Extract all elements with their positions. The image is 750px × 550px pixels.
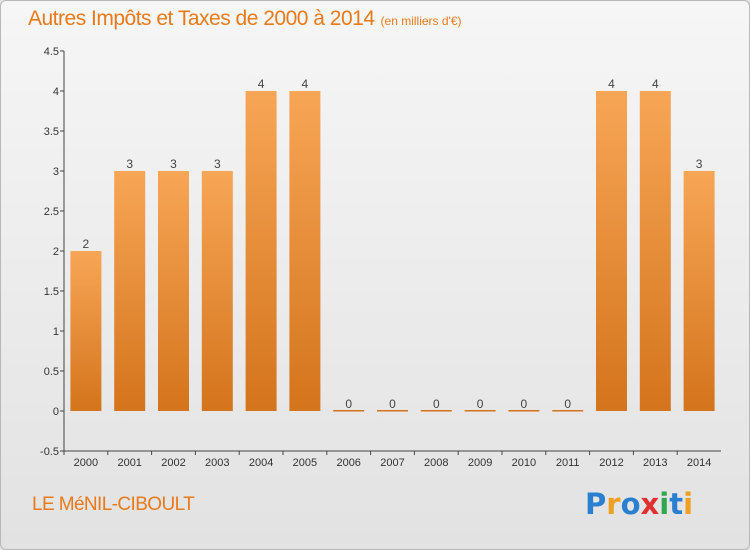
bar-value-label: 0: [477, 397, 484, 411]
bar: [552, 410, 584, 412]
bar-value-label: 4: [302, 77, 309, 91]
x-tick-label: 2001: [117, 457, 141, 469]
bar: [596, 91, 627, 411]
x-tick-label: 2014: [687, 457, 711, 469]
y-tick-label: 3.5: [44, 126, 59, 138]
y-tick-label: 4: [53, 86, 59, 98]
brand-letter: o: [620, 487, 641, 521]
bar-value-label: 3: [214, 157, 221, 171]
bar: [377, 410, 408, 412]
bar-value-label: 0: [389, 397, 396, 411]
bar-value-label: 3: [170, 157, 177, 171]
bar-value-label: 4: [652, 77, 659, 91]
bar: [683, 171, 715, 411]
y-tick-label: 3: [53, 166, 59, 178]
brand-letter: P: [585, 487, 607, 521]
bar-value-label: 0: [433, 397, 440, 411]
bar-value-label: 0: [345, 397, 352, 411]
bar-value-label: 0: [521, 397, 528, 411]
x-tick-label: 2005: [293, 457, 317, 469]
bar-value-label: 3: [696, 157, 703, 171]
bar-value-label: 4: [258, 77, 265, 91]
x-tick-label: 2012: [599, 457, 623, 469]
x-tick-label: 2013: [643, 457, 667, 469]
bar-value-label: 4: [608, 77, 615, 91]
data-labels: 2 3 3 3 4 4 0 0 0 0 0 0 4 4 3: [83, 77, 703, 411]
bar: [289, 91, 321, 411]
y-tick-label: 1.5: [44, 286, 59, 298]
bar: [508, 410, 540, 412]
bars: [70, 91, 715, 412]
bar: [245, 91, 277, 411]
x-tick-label: 2004: [249, 457, 273, 469]
y-tick-label: 0: [53, 406, 59, 418]
y-tick-label: 2: [53, 246, 59, 258]
x-tick-label: 2000: [74, 457, 98, 469]
chart-subtitle: (en milliers d'€): [380, 14, 462, 28]
bar: [464, 410, 496, 412]
x-tick-label: 2003: [205, 457, 229, 469]
bar-value-label: 0: [564, 397, 571, 411]
y-tick-label: 0.5: [44, 366, 59, 378]
bar: [70, 251, 102, 411]
chart-title: Autres Impôts et Taxes de 2000 à 2014: [28, 7, 375, 30]
x-tick-label: 2008: [424, 457, 448, 469]
bar: [201, 171, 233, 411]
bar: [158, 171, 189, 411]
x-tick-label: 2007: [380, 457, 404, 469]
brand-letter: r: [606, 487, 621, 521]
brand-letter: x: [640, 487, 660, 521]
bar: [114, 171, 146, 411]
brand-logo: Proxiti: [585, 487, 693, 521]
x-tick-label: 2010: [512, 457, 536, 469]
brand-letter: t: [669, 487, 684, 521]
bar-value-label: 2: [83, 237, 90, 251]
x-tick-label: 2009: [468, 457, 492, 469]
bar-value-label: 3: [126, 157, 133, 171]
bar: [639, 91, 671, 411]
x-tick-label: 2011: [556, 457, 580, 469]
y-tick-label: 4.5: [44, 46, 59, 58]
y-tick-label: 2.5: [44, 206, 59, 218]
bar: [333, 410, 365, 412]
bar: [420, 410, 452, 412]
x-tick-label: 2006: [336, 457, 360, 469]
y-tick-label: 1: [53, 326, 59, 338]
commune-name: LE MéNIL-CIBOULT: [32, 494, 195, 515]
title-block: Autres Impôts et Taxes de 2000 à 2014 (en…: [28, 7, 462, 31]
brand-letter: i: [659, 487, 670, 521]
brand-letter: i: [683, 487, 694, 521]
x-tick-label: 2002: [161, 457, 185, 469]
y-tick-label: -0.5: [40, 446, 59, 458]
